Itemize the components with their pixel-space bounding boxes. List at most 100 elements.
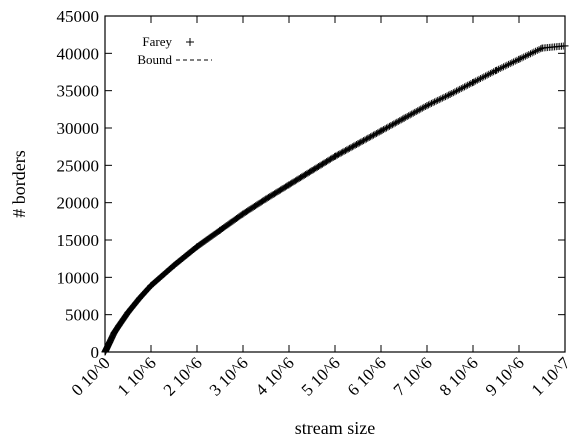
plot-frame — [104, 15, 566, 353]
x-axis-title: stream size — [295, 418, 375, 438]
data-point-sample — [358, 137, 366, 145]
data-point-sample — [394, 117, 402, 125]
data-point-sample — [378, 126, 386, 134]
data-point-sample — [443, 92, 451, 100]
data-point-sample — [530, 48, 538, 56]
data-point-sample — [528, 49, 536, 57]
data-point-sample — [485, 70, 493, 78]
data-point-sample — [429, 99, 437, 107]
data-point-sample — [426, 100, 434, 108]
data-point-sample — [445, 91, 453, 99]
x-tick-label: 4 10^6 — [252, 353, 298, 399]
data-point-sample — [561, 42, 569, 50]
data-point-sample — [446, 90, 454, 98]
data-point-sample — [459, 84, 467, 92]
data-point-sample — [460, 83, 468, 91]
data-point-sample — [451, 88, 459, 96]
data-point-sample — [457, 85, 465, 93]
y-tick-label: 30000 — [57, 119, 100, 138]
data-point-sample — [452, 87, 460, 95]
data-point-sample — [483, 71, 491, 79]
data-point-sample — [414, 107, 422, 115]
data-point-sample — [506, 60, 514, 68]
data-point-sample — [364, 134, 372, 142]
data-point-sample — [399, 115, 407, 123]
y-tick-labels: 0 5000 10000 15000 20000 25000 30000 35000 40000… — [57, 7, 100, 362]
data-point-sample — [405, 112, 413, 120]
data-point-sample — [513, 56, 521, 64]
data-point-sample — [381, 125, 389, 133]
data-point-sample — [418, 104, 426, 112]
data-point-sample — [441, 93, 449, 101]
plot-area-group: 0 5000 10000 15000 20000 25000 30000 35000 40000… — [57, 7, 575, 400]
data-point-sample — [417, 105, 425, 113]
data-point-sample — [385, 122, 393, 130]
data-point-sample — [532, 47, 540, 55]
y-tick-label: 5000 — [65, 306, 99, 325]
data-point-sample — [526, 50, 534, 58]
data-point-sample — [374, 129, 382, 137]
x-tick-label: 6 10^6 — [344, 353, 390, 399]
data-point-sample — [496, 64, 504, 72]
data-point-sample — [403, 113, 411, 121]
data-point-sample — [475, 75, 483, 83]
data-point-sample — [400, 114, 408, 122]
data-point-sample — [468, 79, 476, 87]
data-point-sample — [488, 69, 496, 77]
data-point-sample — [462, 82, 470, 90]
data-point-sample — [361, 136, 369, 144]
y-tick-label: 40000 — [57, 44, 100, 63]
data-point-sample — [406, 111, 414, 119]
data-point-sample — [427, 99, 435, 107]
data-point-sample — [456, 85, 464, 93]
data-point-sample — [353, 140, 361, 148]
data-point-sample — [515, 55, 523, 63]
x-tick-label: 5 10^6 — [298, 353, 344, 399]
data-point-sample — [420, 103, 428, 111]
x-tick-labels: 0 10^0 1 10^6 2 10^6 3 10^6 4 10^6 5 10^6 6 10… — [68, 353, 574, 399]
data-point-sample — [501, 62, 509, 70]
data-point-sample — [448, 89, 456, 97]
data-point-sample — [537, 45, 545, 53]
data-point-sample — [365, 133, 373, 141]
data-point-sample — [511, 57, 519, 65]
data-point-sample — [500, 63, 508, 71]
data-point-sample — [412, 108, 420, 116]
data-point-sample — [354, 140, 362, 148]
data-point-sample — [525, 51, 533, 59]
data-point-sample — [440, 93, 448, 101]
data-point-sample — [355, 139, 363, 147]
data-point-sample — [490, 68, 498, 76]
data-point-sample — [533, 46, 541, 54]
x-tick-label: 1 10^7 — [528, 353, 574, 399]
data-point-sample — [391, 119, 399, 127]
data-point-sample — [393, 118, 401, 126]
data-point-sample — [432, 97, 440, 105]
data-point-sample — [495, 65, 503, 73]
data-point-sample — [362, 135, 370, 143]
data-marks — [101, 42, 569, 356]
data-point-sample — [493, 66, 501, 74]
data-point-sample — [470, 78, 478, 86]
data-point-sample — [396, 117, 404, 125]
data-point-sample — [520, 53, 528, 61]
data-point-sample — [478, 74, 486, 82]
x-tick-label: 9 10^6 — [482, 353, 528, 399]
y-tick-label: 20000 — [57, 194, 100, 213]
x-tick-label: 1 10^6 — [114, 353, 160, 399]
data-point-sample — [480, 73, 488, 81]
data-point-sample — [472, 77, 480, 85]
data-point-sample — [377, 127, 385, 135]
data-point-sample — [473, 76, 481, 84]
data-point-sample — [402, 113, 410, 121]
data-point-sample — [408, 110, 416, 118]
data-point-sample — [486, 69, 494, 77]
y-tick-label: 0 — [91, 343, 100, 362]
data-point-sample — [423, 102, 431, 110]
data-point-sample — [370, 131, 378, 139]
data-point-sample — [372, 130, 380, 138]
data-point-sample — [465, 80, 473, 88]
x-tick-label: 8 10^6 — [436, 353, 482, 399]
legend: Farey Bound — [137, 34, 212, 67]
